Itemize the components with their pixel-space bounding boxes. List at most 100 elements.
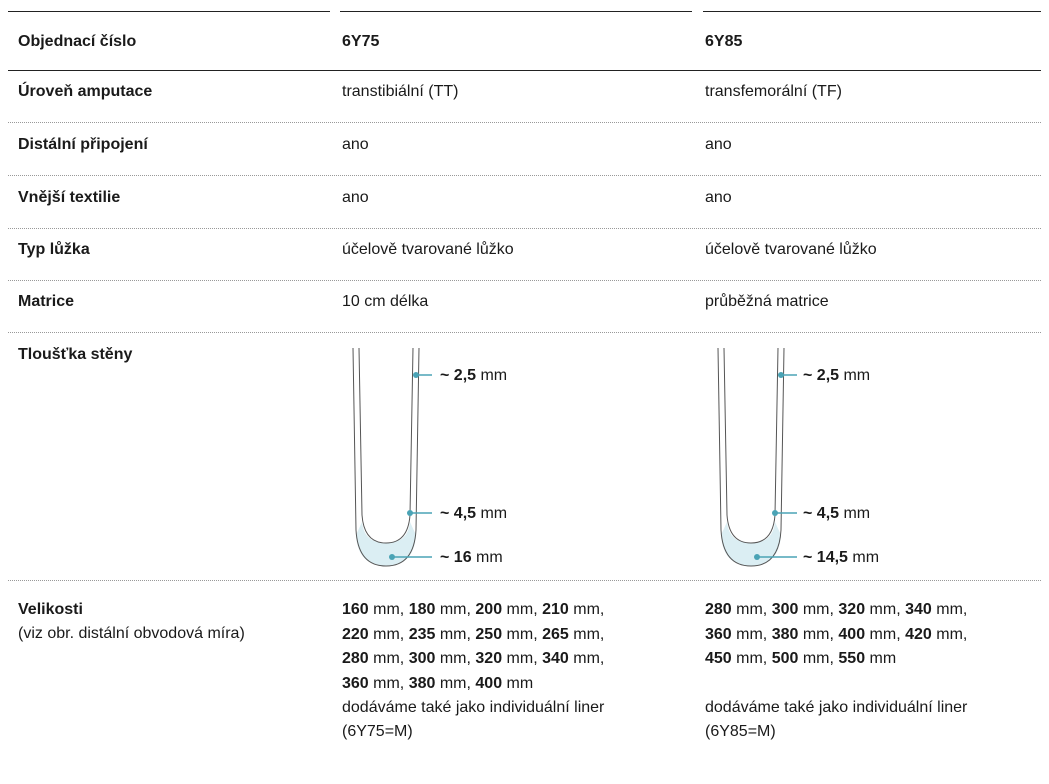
- size-unit: mm,: [568, 601, 605, 618]
- size-value: 340: [905, 601, 932, 618]
- size-value: 320: [838, 601, 866, 618]
- size-value: 200: [475, 601, 503, 618]
- size-value: 300: [771, 601, 799, 618]
- size-extra: dodáváme také jako individuální liner: [342, 699, 605, 716]
- row-label: Tloušťka stěny: [18, 346, 133, 363]
- row-label: Úroveň amputace: [18, 83, 153, 100]
- row-rule: [8, 175, 1041, 176]
- thickness-label: ~ 2,5 mm: [803, 364, 870, 388]
- row-rule: [8, 122, 1041, 123]
- size-unit: mm,: [502, 650, 543, 667]
- size-unit: mm,: [865, 625, 906, 643]
- header-cell: 6Y75: [342, 33, 380, 50]
- bold-value: ~ 14,5: [803, 549, 848, 566]
- top-rule: [340, 11, 692, 12]
- cell: ano: [705, 189, 732, 206]
- size-unit: mm,: [798, 650, 839, 667]
- size-unit: mm,: [502, 625, 543, 643]
- unit: mm: [476, 505, 508, 522]
- size-value: 380: [771, 625, 799, 643]
- size-value: 250: [475, 625, 503, 643]
- header-cell: 6Y85: [705, 33, 743, 50]
- top-rule: [8, 11, 330, 12]
- size-value: 500: [771, 650, 799, 667]
- top-rule: [703, 11, 1041, 12]
- size-line: 220 mm, 235 mm, 250 mm, 265 mm,: [342, 623, 604, 647]
- size-value: 340: [542, 650, 569, 667]
- size-code: (6Y75=M): [342, 723, 413, 740]
- row-label: Matrice: [18, 293, 75, 310]
- cell: ano: [705, 136, 732, 153]
- header-rule: [8, 70, 1041, 71]
- thickness-label: ~ 4,5 mm: [803, 502, 870, 526]
- size-value: 220: [342, 625, 369, 643]
- size-value: 420: [905, 625, 932, 643]
- size-unit: mm,: [568, 625, 605, 643]
- size-line: 360 mm, 380 mm, 400 mm, 420 mm,: [705, 623, 967, 647]
- cell: ano: [342, 189, 369, 206]
- size-unit: mm,: [798, 601, 839, 618]
- size-value: 210: [542, 601, 569, 618]
- unit: mm: [839, 367, 871, 384]
- size-value: 380: [408, 674, 436, 692]
- size-unit: mm,: [931, 601, 968, 618]
- cell: účelově tvarované lůžko: [705, 241, 877, 258]
- size-unit: mm,: [368, 674, 409, 692]
- header-cell: Objednací číslo: [18, 33, 137, 50]
- size-line: 280 mm, 300 mm, 320 mm, 340 mm,: [342, 647, 604, 671]
- size-value: 360: [342, 674, 369, 692]
- size-unit: mm,: [435, 601, 476, 618]
- size-value: 300: [408, 650, 436, 667]
- size-value: 400: [475, 674, 503, 692]
- thickness-label: ~ 4,5 mm: [440, 502, 507, 526]
- size-unit: mm,: [502, 601, 543, 618]
- size-value: 280: [705, 601, 732, 618]
- bold-value: ~ 2,5: [440, 367, 477, 384]
- size-value: 265: [542, 625, 569, 643]
- row-label: Vnější textilie: [18, 189, 121, 206]
- size-line: 160 mm, 180 mm, 200 mm, 210 mm,: [342, 598, 604, 622]
- size-value: 450: [705, 650, 732, 667]
- size-value: 235: [408, 625, 436, 643]
- size-unit: mm,: [731, 601, 772, 618]
- size-value: 550: [838, 650, 866, 667]
- size-code: (6Y85=M): [705, 723, 776, 740]
- bold-value: ~ 4,5: [803, 505, 840, 522]
- size-line: 280 mm, 300 mm, 320 mm, 340 mm,: [705, 598, 967, 622]
- cell: ano: [342, 136, 369, 153]
- size-unit: mm,: [798, 625, 839, 643]
- row-label: Distální připojení: [18, 136, 148, 153]
- size-unit: mm: [865, 650, 897, 667]
- cell: 10 cm délka: [342, 293, 429, 310]
- thickness-label: ~ 2,5 mm: [440, 364, 507, 388]
- row-label: Velikosti: [18, 601, 83, 618]
- size-line: 360 mm, 380 mm, 400 mm: [342, 672, 533, 696]
- size-line: 450 mm, 500 mm, 550 mm: [705, 647, 896, 671]
- size-value: 400: [838, 625, 866, 643]
- size-value: 160: [342, 601, 369, 618]
- row-label: Typ lůžka: [18, 241, 90, 258]
- size-unit: mm,: [931, 625, 968, 643]
- row-rule: [8, 228, 1041, 229]
- bold-value: ~ 2,5: [803, 367, 840, 384]
- thickness-label: ~ 16 mm: [440, 546, 503, 570]
- row-rule: [8, 332, 1041, 333]
- size-value: 360: [705, 625, 732, 643]
- size-extra: dodáváme také jako individuální liner: [705, 699, 968, 716]
- row-rule: [8, 580, 1041, 581]
- size-value: 320: [475, 650, 503, 667]
- size-unit: mm,: [368, 601, 409, 618]
- bold-value: ~ 16: [440, 549, 472, 566]
- cell: transfemorální (TF): [705, 83, 842, 100]
- liner-diagram: [352, 347, 432, 567]
- size-unit: mm: [502, 674, 534, 692]
- size-unit: mm,: [368, 650, 409, 667]
- unit: mm: [471, 549, 503, 566]
- thickness-label: ~ 14,5 mm: [803, 546, 879, 570]
- size-unit: mm,: [731, 650, 772, 667]
- bold-value: ~ 4,5: [440, 505, 477, 522]
- row-note: (viz obr. distální obvodová míra): [18, 625, 245, 642]
- size-value: 180: [408, 601, 436, 618]
